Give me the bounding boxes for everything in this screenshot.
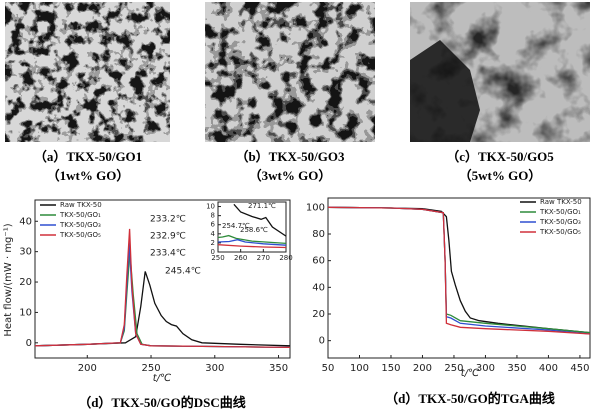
x-tick-label: 250 [141, 363, 160, 374]
chart-caption: （d）TKX-50/GO的DSC曲线 [78, 395, 246, 410]
x-tick-label: 100 [350, 363, 369, 374]
y-tick-label: 100 [306, 202, 325, 213]
inset-annotation: 254.7℃ [222, 222, 250, 230]
x-tick-label: 350 [507, 363, 526, 374]
y-tick-label: 40 [19, 216, 32, 227]
series-line [233, 203, 286, 237]
annotation: 245.4℃ [165, 267, 201, 277]
y-tick-label: 60 [312, 256, 325, 267]
y-tick-label: 4 [211, 230, 216, 238]
chart-caption: （d）TKX-50/GO的TGA曲线 [385, 391, 555, 406]
y-tick-label: 20 [19, 277, 32, 288]
x-tick-label: 200 [413, 363, 432, 374]
x-axis-label: t/℃ [153, 373, 172, 384]
x-tick-label: 150 [381, 363, 400, 374]
y-tick-label: 2 [211, 239, 215, 247]
series-line [328, 206, 590, 335]
legend-label: Raw TKX-50 [540, 198, 582, 206]
y-tick-label: 20 [312, 309, 325, 320]
x-tick-label: 350 [269, 363, 288, 374]
annotation: 233.2℃ [150, 215, 186, 225]
inset-annotation: 258.6℃ [240, 226, 268, 234]
series-line [35, 271, 290, 347]
image-caption: （b）TKX-50/GO3 [235, 149, 345, 164]
inset-annotation: 271.1℃ [248, 202, 276, 210]
y-tick-label: 30 [19, 247, 32, 258]
sem-image [5, 2, 170, 142]
x-tick-label: 300 [205, 363, 224, 374]
y-tick-label: 10 [206, 203, 215, 211]
legend-label: TKX-50/GO₁ [59, 211, 101, 219]
legend-label: TKX-50/GO₅ [59, 231, 101, 239]
x-tick-label: 400 [539, 363, 558, 374]
x-tick-label: 250 [444, 363, 463, 374]
x-tick-label: 200 [78, 363, 97, 374]
image-subcaption: （1wt% GO） [47, 168, 130, 183]
y-tick-label: 0 [26, 338, 32, 349]
x-tick-label: 50 [322, 363, 335, 374]
image-caption: （c）TKX-50/GO5 [446, 149, 554, 164]
annotation: 233.4℃ [150, 249, 186, 259]
x-tick-label: 450 [570, 363, 589, 374]
x-tick-label: 270 [257, 254, 270, 262]
series-line [218, 234, 286, 245]
legend-label: TKX-50/GO₃ [539, 218, 581, 226]
image-caption: （a）TKX-50/GO1 [34, 149, 142, 164]
y-tick-label: 0 [319, 336, 325, 347]
x-tick-label: 260 [234, 254, 247, 262]
legend-label: Raw TKX-50 [60, 201, 102, 209]
y-tick-label: 0 [211, 248, 215, 256]
series-line [218, 239, 286, 246]
legend-label: TKX-50/GO₁ [539, 208, 581, 216]
y-tick-label: 40 [312, 282, 325, 293]
sem-image [410, 2, 590, 142]
series-line [35, 228, 290, 349]
series-line [328, 206, 590, 334]
x-axis-label: t/℃ [461, 368, 480, 379]
image-subcaption: （3wt% GO） [249, 168, 332, 183]
legend-label: TKX-50/GO₅ [539, 228, 581, 236]
y-tick-label: 6 [211, 221, 216, 229]
series-line [218, 244, 286, 249]
y-tick-label: 10 [19, 307, 32, 318]
annotation: 232.9℃ [150, 232, 186, 242]
sem-image [205, 2, 375, 142]
x-tick-label: 250 [211, 254, 224, 262]
y-axis-label: Heat flow/(mW · mg⁻¹) [3, 223, 14, 336]
inset-frame [217, 201, 287, 253]
x-tick-label: 300 [476, 363, 495, 374]
image-subcaption: （5wt% GO） [459, 168, 542, 183]
legend-label: TKX-50/GO₃ [59, 221, 101, 229]
y-tick-label: 8 [211, 212, 215, 220]
x-tick-label: 280 [279, 254, 292, 262]
y-tick-label: 80 [312, 229, 325, 240]
